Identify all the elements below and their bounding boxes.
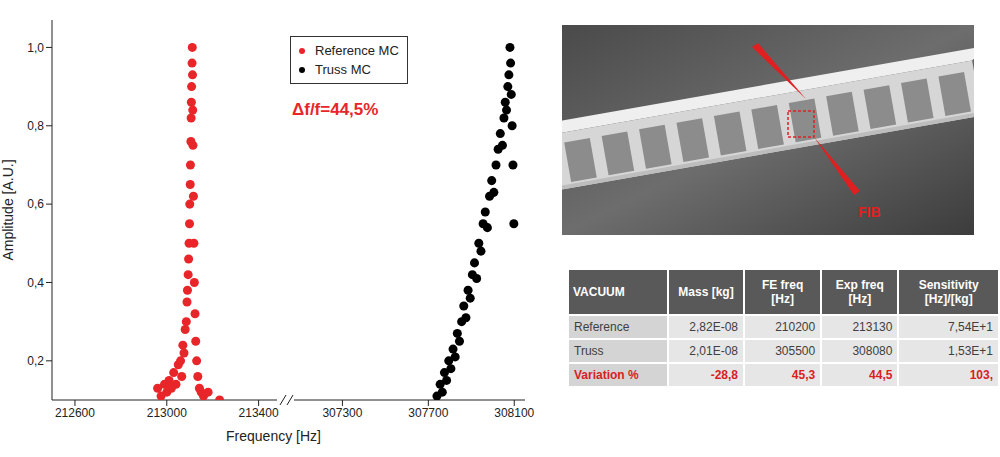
svg-text:0,4: 0,4 (27, 276, 44, 290)
html-text:305500: 305500 (775, 344, 816, 358)
svg-text:212600: 212600 (55, 406, 95, 420)
html-text:2,82E-08: 2,82E-08 (689, 320, 738, 334)
html-text:308080: 308080 (852, 344, 893, 358)
svg-text:0,2: 0,2 (27, 354, 44, 368)
html-text:1,53E+1: 1,53E+1 (948, 344, 993, 358)
html-text:103,: 103, (969, 368, 993, 382)
html-text:Mass [kg]: Mass [kg] (678, 285, 734, 299)
html-text:210200: 210200 (775, 320, 816, 334)
svg-text:Amplitude [A.U.]: Amplitude [A.U.] (0, 159, 16, 260)
html-text:Frequency [Hz]: Frequency [Hz] (226, 428, 321, 444)
html-text:44,5: 44,5 (869, 368, 893, 382)
html-text:Reference MC: Reference MC (315, 43, 399, 58)
html-text:Truss: Truss (574, 344, 604, 358)
svg-text:FIB: FIB (858, 204, 881, 220)
html-text:2,01E-08: 2,01E-08 (689, 344, 738, 358)
html-text:213130: 213130 (852, 320, 893, 334)
svg-text:0,8: 0,8 (27, 119, 44, 133)
html-text:Exp freq [Hz]: Exp freq [Hz] (835, 278, 884, 306)
svg-text:307700: 307700 (408, 406, 448, 420)
html-text:Sensitivity [Hz]/[kg]: Sensitivity [Hz]/[kg] (918, 278, 979, 306)
svg-text:1,0: 1,0 (27, 41, 44, 55)
html-text:Δf/f=44,5%: Δf/f=44,5% (292, 100, 379, 119)
html-text:Variation %: Variation % (574, 368, 639, 382)
svg-text:213000: 213000 (147, 406, 187, 420)
svg-text:308100: 308100 (494, 406, 534, 420)
svg-text:0,6: 0,6 (27, 197, 44, 211)
html-text:7,54E+1: 7,54E+1 (948, 320, 993, 334)
html-text:Truss MC: Truss MC (315, 62, 371, 77)
html-text:FE freq [Hz]: FE freq [Hz] (761, 278, 804, 306)
svg-text:213400: 213400 (239, 406, 279, 420)
html-text:VACUUM: VACUUM (573, 285, 625, 299)
html-text:Reference: Reference (574, 320, 630, 334)
svg-text:307300: 307300 (322, 406, 362, 420)
html-text:-28,8: -28,8 (710, 368, 738, 382)
html-text:45,3: 45,3 (791, 368, 816, 382)
